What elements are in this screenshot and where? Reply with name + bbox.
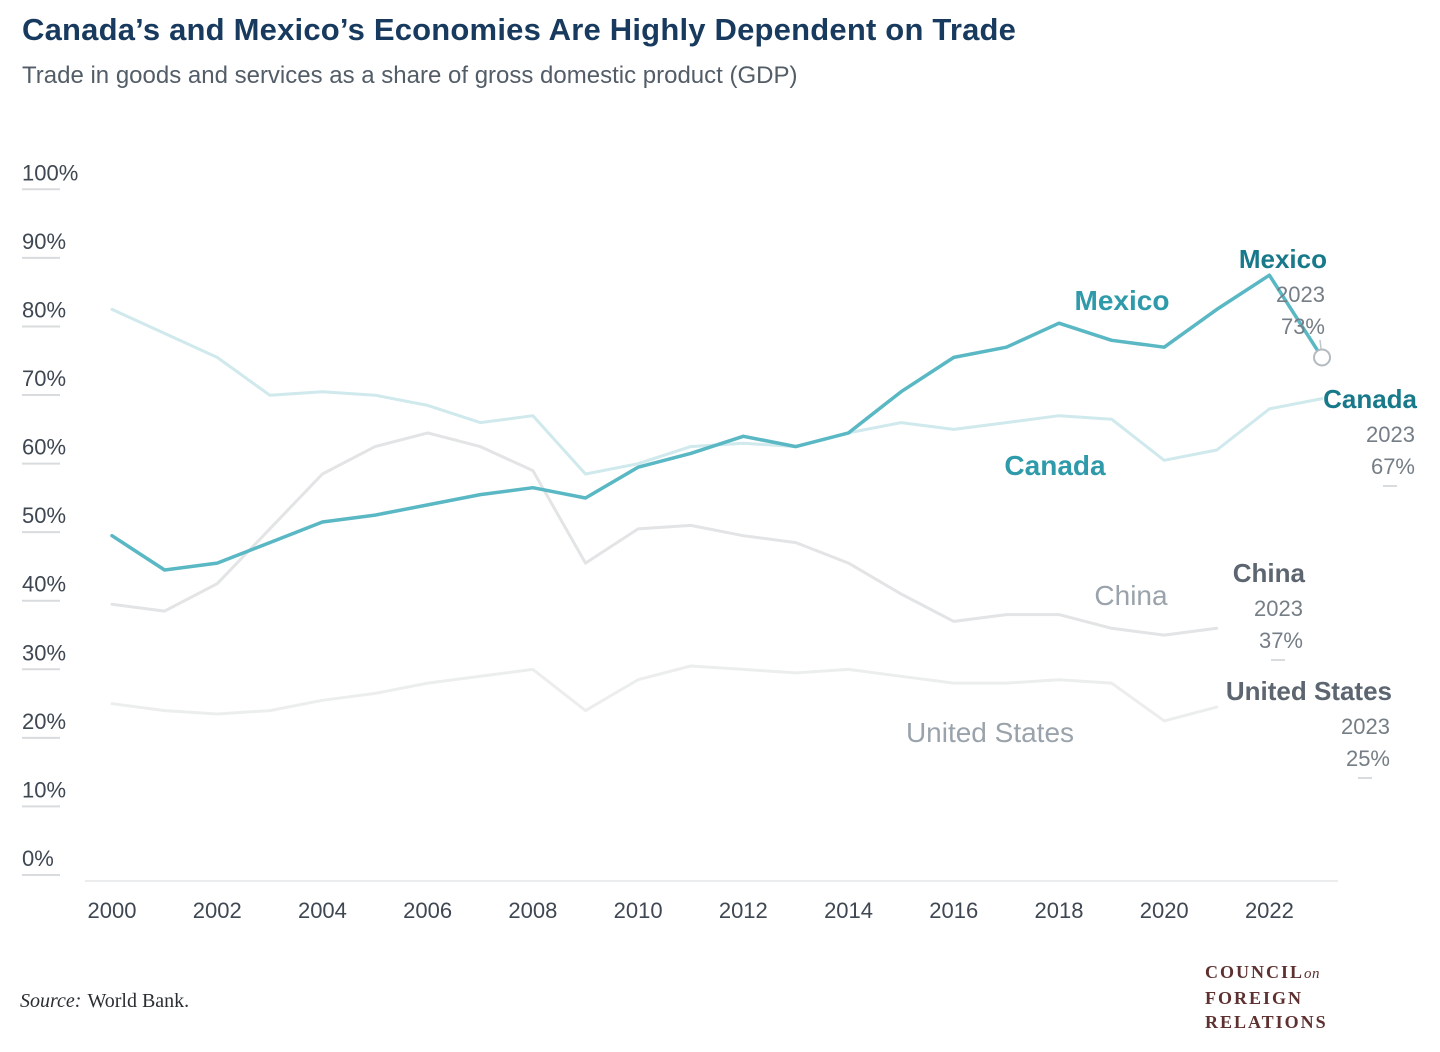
logo-line-foreign: FOREIGN <box>1205 988 1304 1008</box>
series-line-china <box>110 431 1219 637</box>
logo-on-text: on <box>1304 966 1321 982</box>
x-axis-label-2008: 2008 <box>508 898 557 923</box>
logo-line-council: COUNCILon <box>1205 960 1328 986</box>
source-note: Source: World Bank. <box>20 990 189 1013</box>
annotation-canada-value: 67% <box>1371 454 1415 479</box>
y-axis-label-70: 70% <box>22 366 66 391</box>
logo-council-text: COUNCIL <box>1205 962 1305 982</box>
x-axis-label-2018: 2018 <box>1035 898 1084 923</box>
x-axis-label-2010: 2010 <box>614 898 663 923</box>
x-axis-label-2000: 2000 <box>88 898 137 923</box>
annotation-united-states-year: 2023 <box>1341 714 1390 739</box>
x-axis-label-2014: 2014 <box>824 898 873 923</box>
series-label-united-states: United States <box>906 717 1074 748</box>
annotation-united-states-name: United States <box>1226 676 1392 706</box>
annotation-canada-name: Canada <box>1323 384 1417 414</box>
chart-title: Canada’s and Mexico’s Economies Are High… <box>22 12 1017 47</box>
annotation-mexico-name: Mexico <box>1239 244 1327 274</box>
chart-subtitle: Trade in goods and services as a share o… <box>22 62 798 89</box>
x-axis-label-2016: 2016 <box>929 898 978 923</box>
y-axis-label-90: 90% <box>22 229 66 254</box>
y-axis-label-30: 30% <box>22 640 66 665</box>
y-axis-label-40: 40% <box>22 572 66 597</box>
series-label-canada: Canada <box>1004 450 1106 481</box>
series-line-united-states <box>110 664 1219 723</box>
mexico-annotation-connector <box>1319 339 1322 349</box>
annotation-china-value: 37% <box>1259 628 1303 653</box>
x-axis-label-2006: 2006 <box>403 898 452 923</box>
annotation-canada-year: 2023 <box>1366 422 1415 447</box>
logo-line-relations: RELATIONS <box>1205 1012 1328 1032</box>
y-axis-label-50: 50% <box>22 503 66 528</box>
y-axis-label-10: 10% <box>22 777 66 802</box>
annotation-mexico-value: 73% <box>1281 314 1325 339</box>
y-axis-label-0: 0% <box>22 846 54 871</box>
series-line-canada <box>110 307 1324 476</box>
annotation-mexico-year: 2023 <box>1276 282 1325 307</box>
y-axis-label-80: 80% <box>22 297 66 322</box>
y-axis-label-20: 20% <box>22 709 66 734</box>
x-axis-label-2002: 2002 <box>193 898 242 923</box>
annotation-china-name: China <box>1233 558 1306 588</box>
x-axis-label-2004: 2004 <box>298 898 347 923</box>
source-text: World Bank. <box>87 990 190 1012</box>
mexico-endpoint-marker <box>1313 348 1332 367</box>
x-axis-label-2022: 2022 <box>1245 898 1294 923</box>
series-label-china: China <box>1094 580 1168 611</box>
annotation-united-states-value: 25% <box>1346 746 1390 771</box>
x-axis-label-2012: 2012 <box>719 898 768 923</box>
series-label-mexico: Mexico <box>1075 285 1170 316</box>
x-axis-label-2020: 2020 <box>1140 898 1189 923</box>
cfr-logo: COUNCILon FOREIGN RELATIONS <box>1205 960 1328 1034</box>
annotation-china-year: 2023 <box>1254 596 1303 621</box>
source-prefix: Source: <box>20 990 82 1012</box>
y-axis-label-60: 60% <box>22 435 66 460</box>
series-line-mexico <box>110 273 1324 572</box>
y-axis-label-100: 100% <box>22 160 78 185</box>
